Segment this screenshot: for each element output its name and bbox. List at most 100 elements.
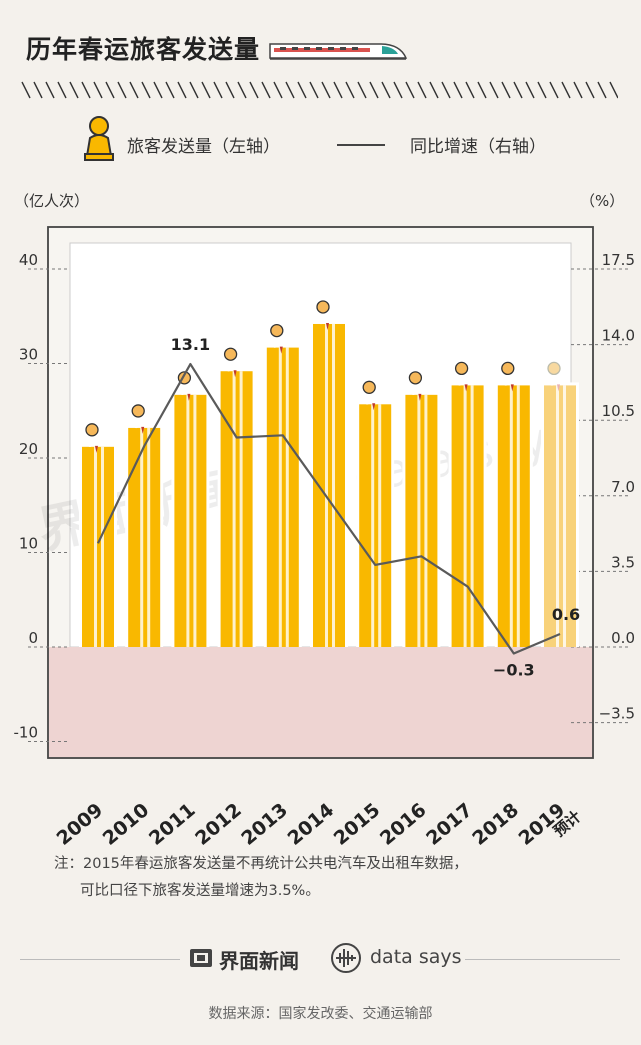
legend-line-swatch xyxy=(337,144,385,146)
footnote-line-2: 可比口径下旅客发送量增速为3.5%。 xyxy=(80,883,320,899)
growth-line xyxy=(97,362,561,655)
bar-stripe xyxy=(140,427,144,647)
legend-line-label: 同比增速（右轴） xyxy=(410,137,546,157)
bar-fill xyxy=(405,394,438,647)
bar xyxy=(263,323,302,647)
bar-cap xyxy=(134,423,139,429)
person-tie-icon xyxy=(233,370,237,378)
left-axis-unit: （亿人次） xyxy=(14,192,90,210)
x-tick-label: 2014 xyxy=(284,799,339,845)
bar-stripe xyxy=(278,347,282,647)
bar-cap xyxy=(180,390,185,396)
person-tie-icon xyxy=(557,384,560,392)
person-head-icon xyxy=(85,423,99,437)
bar xyxy=(541,361,579,647)
bar-stripe xyxy=(378,404,382,647)
person-head-icon xyxy=(501,361,515,376)
left-tick-label: 10 xyxy=(19,535,38,553)
bar-cap xyxy=(549,381,555,386)
bar-fill xyxy=(266,347,299,647)
bar-cap xyxy=(365,400,370,405)
bar-cap xyxy=(411,390,416,396)
person-tie-icon xyxy=(326,322,329,330)
negative-zone xyxy=(49,647,592,757)
x-tick-label: 2009 xyxy=(53,799,108,845)
bar-fill xyxy=(82,446,114,647)
bar-stripe xyxy=(424,394,428,647)
bar-stripe xyxy=(470,385,474,647)
person-head-icon xyxy=(223,347,238,361)
bar-cap xyxy=(318,319,324,325)
right-tick-label: 0.0 xyxy=(611,629,635,647)
footer-divider-left xyxy=(20,959,180,960)
bar-fill xyxy=(451,385,484,647)
person-tie-icon xyxy=(187,393,191,401)
bar-stripe xyxy=(417,394,421,647)
person-head-icon xyxy=(316,300,330,314)
person-head-icon xyxy=(270,323,284,338)
bar-stripe xyxy=(556,385,559,647)
x-tick-label: 2016 xyxy=(376,799,431,845)
person-tie-icon xyxy=(510,384,514,392)
left-tick-label: 20 xyxy=(19,440,38,458)
bar xyxy=(310,300,348,647)
x-tick-label: 2011 xyxy=(145,799,200,845)
bar-fill xyxy=(220,371,253,647)
person-head-icon xyxy=(408,371,423,385)
bar-stripe xyxy=(147,427,151,647)
jiemian-logo-icon xyxy=(190,949,212,967)
bar-fill xyxy=(544,385,576,647)
person-tie-icon xyxy=(279,346,283,354)
bar-cap xyxy=(503,381,508,386)
x-tick-label: 2013 xyxy=(237,799,292,845)
bar xyxy=(171,371,210,647)
person-tie-icon xyxy=(418,393,422,401)
person-head-icon xyxy=(454,361,469,376)
bar-stripe xyxy=(239,371,243,647)
legend-bar-label: 旅客发送量（左轴） xyxy=(127,137,280,157)
x-tick-label: 2018 xyxy=(468,799,523,845)
person-tie-icon xyxy=(141,426,145,434)
left-tick-label: 30 xyxy=(19,346,38,364)
right-axis-unit: （%） xyxy=(580,192,625,210)
left-tick-label: 40 xyxy=(19,251,38,269)
hatch-divider xyxy=(21,81,618,99)
left-tick-label: -10 xyxy=(14,724,39,742)
bar xyxy=(494,361,533,647)
right-tick-label: 14.0 xyxy=(602,327,635,345)
person-head-icon xyxy=(547,361,561,376)
bar-stripe xyxy=(509,385,513,647)
bar-stripe xyxy=(516,385,520,647)
brand-name: 界面新闻 xyxy=(219,949,299,973)
bar-stripe xyxy=(325,323,328,647)
bar-stripe xyxy=(186,394,190,647)
line-data-label: 13.1 xyxy=(171,335,210,354)
person-tie-icon xyxy=(372,403,376,411)
bar-cap xyxy=(457,381,462,386)
line-data-label: −0.3 xyxy=(493,660,535,679)
x-tick-label: 2012 xyxy=(191,799,246,845)
right-tick-label: 10.5 xyxy=(602,402,635,420)
bar-fill xyxy=(128,427,161,647)
left-tick-label: 0 xyxy=(28,629,38,647)
footer-divider-right xyxy=(465,959,620,960)
bar-stripe xyxy=(285,347,289,647)
right-tick-label: −3.5 xyxy=(599,705,635,723)
bar-cap xyxy=(226,367,231,372)
bar xyxy=(217,347,256,647)
x-tick-label: 2010 xyxy=(99,799,154,845)
data-says-label: data says xyxy=(370,946,462,968)
right-tick-label: 7.0 xyxy=(611,478,635,496)
bar-cap xyxy=(87,442,93,448)
train-icon xyxy=(269,43,408,60)
bar-stripe xyxy=(563,385,566,647)
right-tick-label: 17.5 xyxy=(602,251,635,269)
bar-fill xyxy=(359,404,392,647)
bar-stripe xyxy=(193,394,197,647)
bar-cap xyxy=(272,343,277,348)
bar xyxy=(79,423,117,647)
bar-fill xyxy=(497,385,530,647)
person-tie-icon xyxy=(464,384,468,392)
passenger-legend-icon xyxy=(84,116,114,161)
